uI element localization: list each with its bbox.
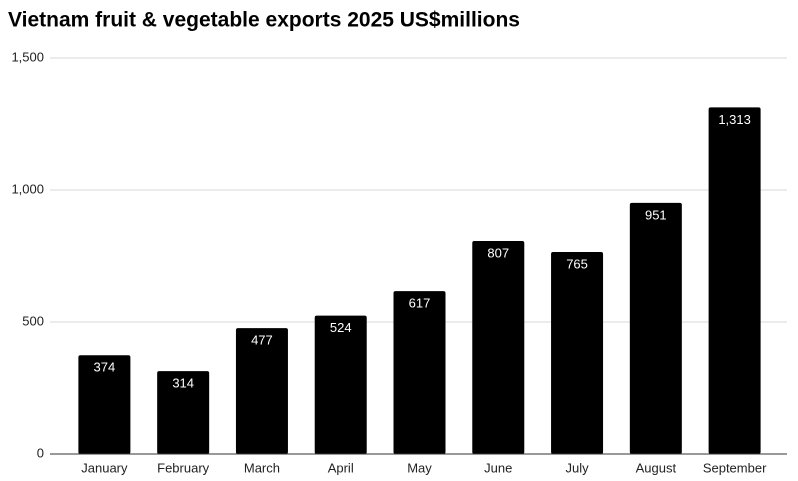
value-label: 765: [566, 256, 588, 271]
x-tick-label: July: [565, 460, 589, 475]
value-label: 951: [645, 207, 667, 222]
chart-title: Vietnam fruit & vegetable exports 2025 U…: [8, 9, 520, 32]
x-tick-label: February: [157, 460, 210, 475]
x-tick-label: August: [636, 460, 677, 475]
bar: [314, 315, 367, 454]
bar: [708, 107, 761, 455]
bar: [472, 240, 525, 454]
bar: [551, 252, 604, 454]
y-tick-label: 0: [37, 445, 44, 460]
value-label: 374: [94, 360, 116, 375]
y-tick-label: 1,000: [11, 181, 44, 196]
value-label: 524: [330, 320, 352, 335]
x-tick-label: April: [328, 460, 354, 475]
x-tick-label: March: [244, 460, 280, 475]
value-label: 314: [172, 376, 194, 391]
y-tick-label: 1,500: [11, 49, 44, 64]
bar: [78, 355, 131, 454]
value-label: 617: [409, 296, 431, 311]
x-tick-label: September: [703, 460, 767, 475]
bar: [157, 371, 210, 454]
x-tick-label: May: [407, 460, 432, 475]
bar: [393, 291, 446, 454]
value-label: 477: [251, 333, 273, 348]
bar: [629, 202, 682, 454]
x-tick-label: June: [484, 460, 512, 475]
y-tick-label: 500: [22, 313, 44, 328]
value-label: 1,313: [718, 112, 751, 127]
x-tick-label: January: [81, 460, 128, 475]
bar: [235, 328, 288, 454]
value-label: 807: [487, 245, 509, 260]
